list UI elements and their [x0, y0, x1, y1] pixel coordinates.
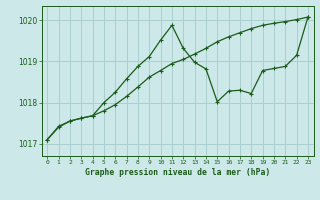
X-axis label: Graphe pression niveau de la mer (hPa): Graphe pression niveau de la mer (hPa) [85, 168, 270, 177]
